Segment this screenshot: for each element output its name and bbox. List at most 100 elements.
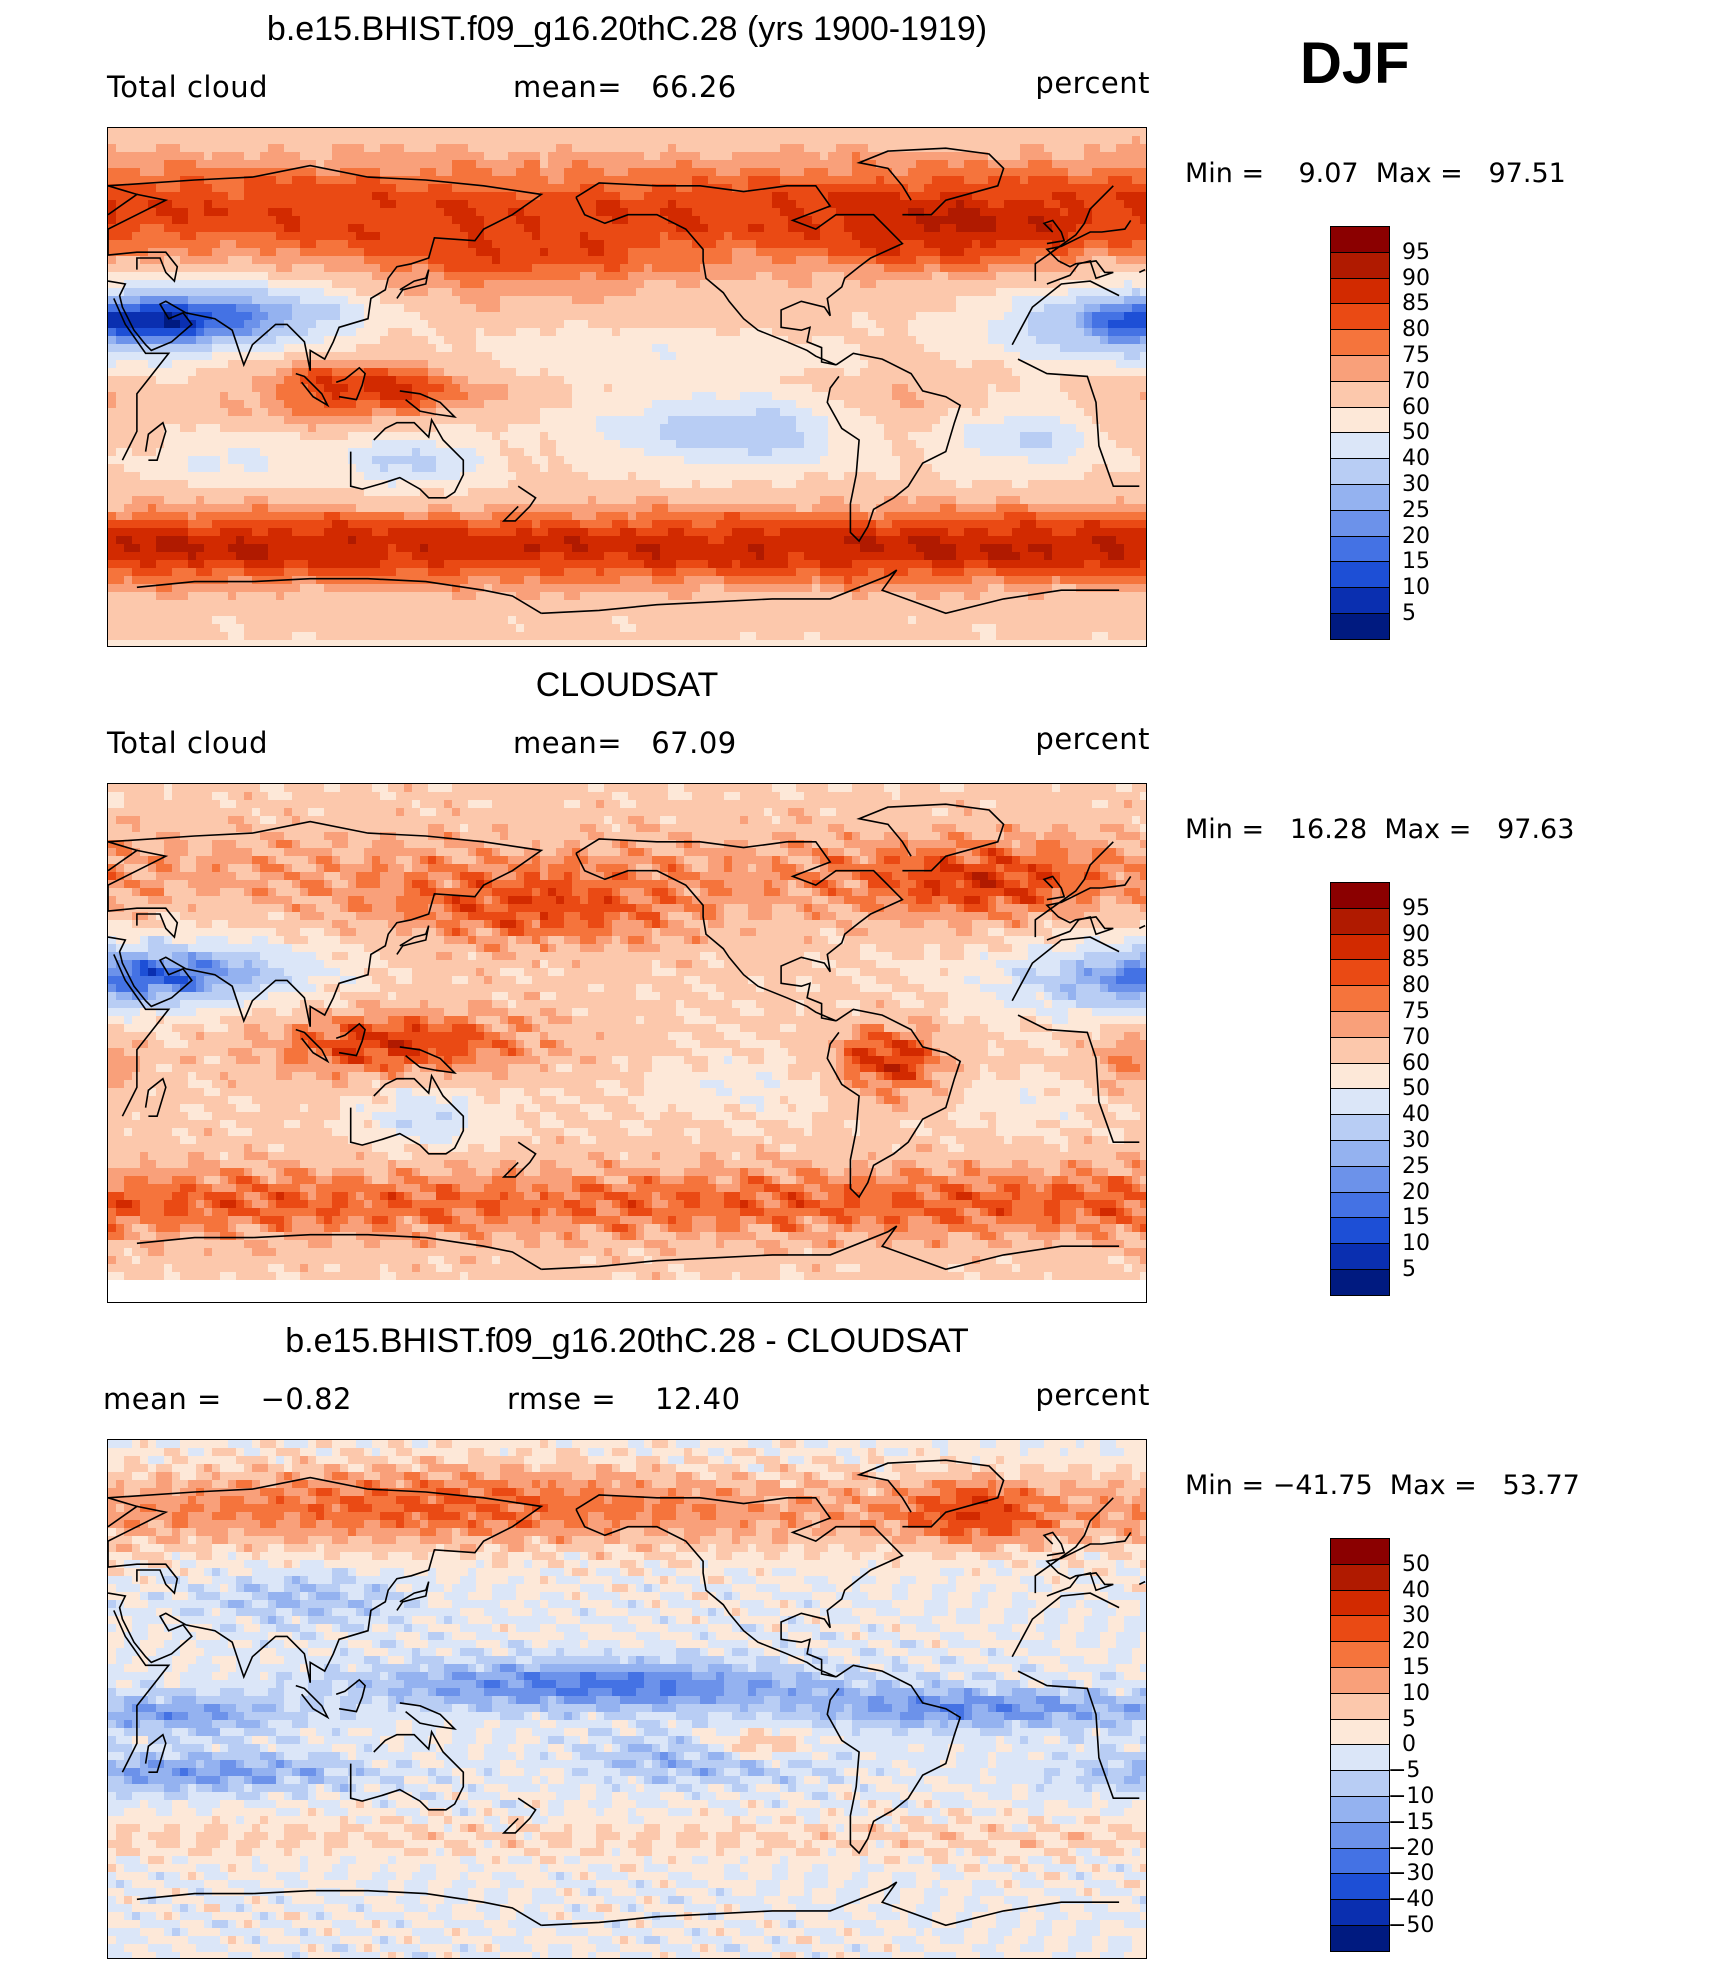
- colorbar-label: 40: [1402, 1102, 1430, 1127]
- colorbar-box: [1330, 934, 1390, 961]
- colorbar-label: −50: [1388, 1913, 1434, 1938]
- colorbar-box: [1330, 1538, 1390, 1565]
- colorbar-label: 15: [1402, 1655, 1430, 1680]
- panel-title: b.e15.BHIST.f09_g16.20thC.28 - CLOUDSAT: [107, 1322, 1147, 1361]
- panel-model: b.e15.BHIST.f09_g16.20thC.28 (yrs 1900-1…: [0, 0, 1710, 655]
- colorbar-label: 85: [1402, 291, 1430, 316]
- mean-value: mean = −0.82: [103, 1382, 352, 1416]
- colorbar-label: 5: [1402, 1257, 1416, 1282]
- colorbar-box: [1330, 458, 1390, 485]
- colorbar-box: [1330, 278, 1390, 305]
- colorbar-label: 5: [1402, 601, 1416, 626]
- colorbar-box: [1330, 1243, 1390, 1270]
- colorbar-label: 30: [1402, 1128, 1430, 1153]
- colorbar-box: [1330, 1693, 1390, 1720]
- colorbar-box: [1330, 1796, 1390, 1823]
- field-name: Total cloud: [107, 70, 268, 104]
- colorbar-box: [1330, 1564, 1390, 1591]
- colorbar-box: [1330, 1770, 1390, 1797]
- colorbar-box: [1330, 1822, 1390, 1849]
- colorbar-box: [1330, 561, 1390, 588]
- field-cells: [108, 1440, 1147, 1959]
- colorbar-label: 10: [1402, 1231, 1430, 1256]
- colorbar-label: 80: [1402, 317, 1430, 342]
- mean-value: mean= 66.26: [513, 70, 737, 104]
- panel-diff: b.e15.BHIST.f09_g16.20thC.28 - CLOUDSAT …: [0, 1312, 1710, 1967]
- colorbar-label: 80: [1402, 973, 1430, 998]
- colorbar-label: 95: [1402, 240, 1430, 265]
- units-label: percent: [1035, 66, 1150, 100]
- map-svg-obs: [108, 784, 1147, 1303]
- mean-value: mean= 67.09: [513, 726, 737, 760]
- colorbar-box: [1330, 355, 1390, 382]
- units-label: percent: [1035, 1378, 1150, 1412]
- colorbar-box: [1330, 1590, 1390, 1617]
- colorbar-box: [1330, 1873, 1390, 1900]
- colorbar-box: [1330, 1217, 1390, 1244]
- colorbar-box: [1330, 1063, 1390, 1090]
- map-model: [107, 127, 1147, 647]
- colorbar-label: 70: [1402, 1025, 1430, 1050]
- units-label: percent: [1035, 722, 1150, 756]
- colorbar-box: [1330, 1011, 1390, 1038]
- colorbar-label: 90: [1402, 266, 1430, 291]
- colorbar-label: 10: [1402, 575, 1430, 600]
- colorbar-box: [1330, 329, 1390, 356]
- map-obs: [107, 783, 1147, 1303]
- colorbar-label: 50: [1402, 1552, 1430, 1577]
- colorbar-label: −30: [1388, 1861, 1434, 1886]
- colorbar-box: [1330, 252, 1390, 279]
- colorbar-label: 40: [1402, 446, 1430, 471]
- panel-title: b.e15.BHIST.f09_g16.20thC.28 (yrs 1900-1…: [107, 10, 1147, 49]
- colorbar-label: 15: [1402, 1205, 1430, 1230]
- colorbar-label: 60: [1402, 1051, 1430, 1076]
- colorbar-label: 20: [1402, 1180, 1430, 1205]
- min-max: Min = 16.28 Max = 97.63: [1185, 814, 1574, 845]
- panel-title: CLOUDSAT: [107, 666, 1147, 705]
- colorbar-label: −5: [1388, 1758, 1420, 1783]
- colorbar-box: [1330, 1166, 1390, 1193]
- colorbar-box: [1330, 1269, 1390, 1296]
- field-cells: [108, 784, 1147, 1303]
- colorbar-label: 25: [1402, 498, 1430, 523]
- colorbar-box: [1330, 1848, 1390, 1875]
- colorbar-label: −15: [1388, 1810, 1434, 1835]
- colorbar-label: 75: [1402, 343, 1430, 368]
- min-max: Min = −41.75 Max = 53.77: [1185, 1470, 1580, 1501]
- colorbar-box: [1330, 1615, 1390, 1642]
- field-name: Total cloud: [107, 726, 268, 760]
- colorbar-box: [1330, 407, 1390, 434]
- colorbar-label: −40: [1388, 1887, 1434, 1912]
- colorbar-box: [1330, 484, 1390, 511]
- colorbar-box: [1330, 1037, 1390, 1064]
- colorbar-box: [1330, 303, 1390, 330]
- map-diff: [107, 1439, 1147, 1959]
- colorbar-label: 25: [1402, 1154, 1430, 1179]
- colorbar-box: [1330, 959, 1390, 986]
- map-svg-model: [108, 128, 1147, 647]
- colorbar-box: [1330, 908, 1390, 935]
- colorbar-box: [1330, 1744, 1390, 1771]
- colorbar-label: 30: [1402, 1603, 1430, 1628]
- colorbar-box: [1330, 1192, 1390, 1219]
- colorbar-label: 5: [1402, 1707, 1416, 1732]
- colorbar-label: 20: [1402, 1629, 1430, 1654]
- colorbar-box: [1330, 226, 1390, 253]
- colorbar-label: 30: [1402, 472, 1430, 497]
- colorbar-box: [1330, 613, 1390, 640]
- colorbar-box: [1330, 1925, 1390, 1952]
- colorbar-box: [1330, 882, 1390, 909]
- colorbar-box: [1330, 1641, 1390, 1668]
- field-cells: [108, 128, 1147, 647]
- map-svg-diff: [108, 1440, 1147, 1959]
- colorbar-label: 10: [1402, 1681, 1430, 1706]
- colorbar-label: 60: [1402, 395, 1430, 420]
- colorbar-label: 95: [1402, 896, 1430, 921]
- colorbar-label: 70: [1402, 369, 1430, 394]
- colorbar-label: −20: [1388, 1836, 1434, 1861]
- colorbar-box: [1330, 1899, 1390, 1926]
- colorbar-label: 75: [1402, 999, 1430, 1024]
- colorbar-box: [1330, 1667, 1390, 1694]
- colorbar-box: [1330, 381, 1390, 408]
- panel-obs: CLOUDSAT Total cloud mean= 67.09 percent…: [0, 656, 1710, 1311]
